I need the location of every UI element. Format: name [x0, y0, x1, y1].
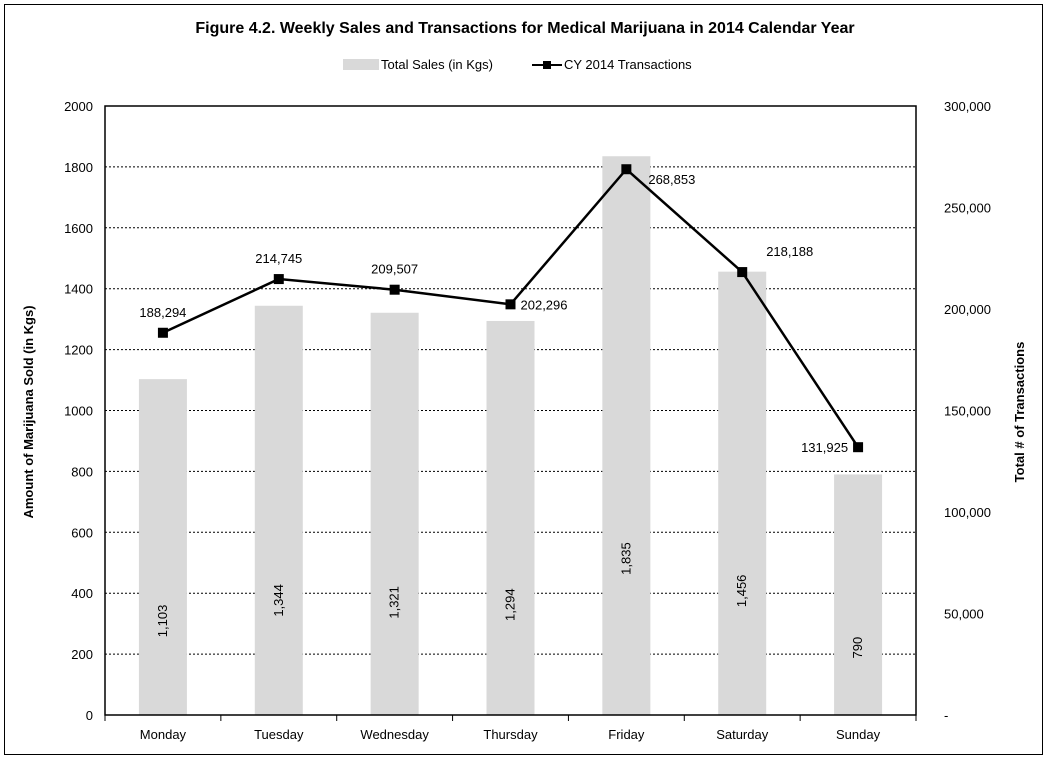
y2-tick-label: 50,000 — [944, 607, 984, 622]
chart-title: Figure 4.2. Weekly Sales and Transaction… — [195, 20, 854, 37]
y2-tick-label: 100,000 — [944, 505, 991, 520]
y-tick-label: 600 — [71, 525, 93, 540]
bar — [834, 474, 883, 715]
bar — [138, 379, 187, 715]
bar-data-label: 1,456 — [734, 575, 749, 608]
bar — [602, 156, 651, 715]
bar-series — [138, 156, 883, 715]
transactions-marker — [853, 442, 864, 453]
bar-data-label: 1,344 — [271, 584, 286, 617]
chart-svg: Figure 4.2. Weekly Sales and Transaction… — [21, 20, 1027, 742]
line-data-label: 268,853 — [648, 172, 695, 187]
line-data-label: 214,745 — [255, 251, 302, 266]
x-tick-label: Wednesday — [360, 727, 429, 742]
y2-tick-label: 200,000 — [944, 302, 991, 317]
y-tick-label: 2000 — [64, 99, 93, 114]
legend-swatch-sales — [343, 59, 379, 70]
y-tick-label: 400 — [71, 586, 93, 601]
x-tick-label: Monday — [140, 727, 187, 742]
line-data-label: 188,294 — [139, 305, 186, 320]
y2-tick-label: - — [944, 708, 948, 723]
y-tick-label: 1200 — [64, 343, 93, 358]
plot-border — [104, 105, 917, 716]
x-tick-label: Sunday — [836, 727, 881, 742]
bar — [718, 271, 767, 715]
bar-data-label: 1,294 — [503, 588, 518, 621]
right-axis-ticks: - 50,000 100,000 150,000 200,000 250,000 300,0… — [944, 99, 991, 723]
y-axis-label: Amount of Marijuana Sold (in Kgs) — [21, 305, 36, 518]
y-tick-label: 0 — [86, 708, 93, 723]
bar — [254, 305, 303, 715]
bar-data-label: 790 — [850, 637, 865, 659]
x-tick-label: Thursday — [483, 727, 538, 742]
bar-data-label: 1,835 — [618, 542, 633, 575]
y2-tick-label: 250,000 — [944, 201, 991, 216]
y-tick-label: 200 — [71, 647, 93, 662]
line-series — [157, 164, 864, 453]
bar — [370, 312, 419, 715]
legend: Total Sales (in Kgs) CY 2014 Transaction… — [343, 57, 692, 72]
legend-swatch-transactions-marker — [543, 61, 551, 69]
bar-data-labels: 1,103 1,344 1,321 1,294 1,835 1,456 790 — [155, 542, 865, 658]
transactions-marker — [273, 274, 284, 285]
transactions-marker — [505, 299, 516, 310]
legend-label-transactions: CY 2014 Transactions — [564, 57, 692, 72]
line-data-label: 131,925 — [801, 440, 848, 455]
x-tick-label: Tuesday — [254, 727, 304, 742]
y-tick-label: 1000 — [64, 404, 93, 419]
y-tick-label: 1800 — [64, 160, 93, 175]
transactions-marker — [621, 164, 632, 175]
bar-data-label: 1,321 — [387, 586, 402, 619]
transactions-marker — [157, 327, 168, 338]
chart-frame: Figure 4.2. Weekly Sales and Transaction… — [4, 4, 1043, 755]
y-tick-label: 1600 — [64, 221, 93, 236]
legend-label-sales: Total Sales (in Kgs) — [381, 57, 493, 72]
left-axis-ticks: 0 200 400 600 800 1000 1200 1400 1600 1800 2000 — [64, 99, 93, 723]
line-data-labels: 188,294 214,745 209,507 202,296 268,853 218,1… — [139, 172, 848, 455]
y-tick-label: 1400 — [64, 282, 93, 297]
x-tick-label: Saturday — [716, 727, 769, 742]
line-data-label: 202,296 — [521, 297, 568, 312]
transactions-marker — [389, 284, 400, 295]
line-data-label: 218,188 — [766, 244, 813, 259]
y2-tick-label: 150,000 — [944, 404, 991, 419]
bar-data-label: 1,103 — [155, 605, 170, 638]
x-tick-label: Friday — [608, 727, 645, 742]
category-axis-ticks: Monday Tuesday Wednesday Thursday Friday Satu… — [104, 715, 917, 742]
y2-axis-label: Total # of Transactions — [1012, 342, 1027, 483]
line-data-label: 209,507 — [371, 262, 418, 277]
bar — [486, 320, 535, 715]
transactions-marker — [737, 267, 748, 278]
y-tick-label: 800 — [71, 464, 93, 479]
plot-area — [104, 105, 917, 716]
y2-tick-label: 300,000 — [944, 99, 991, 114]
